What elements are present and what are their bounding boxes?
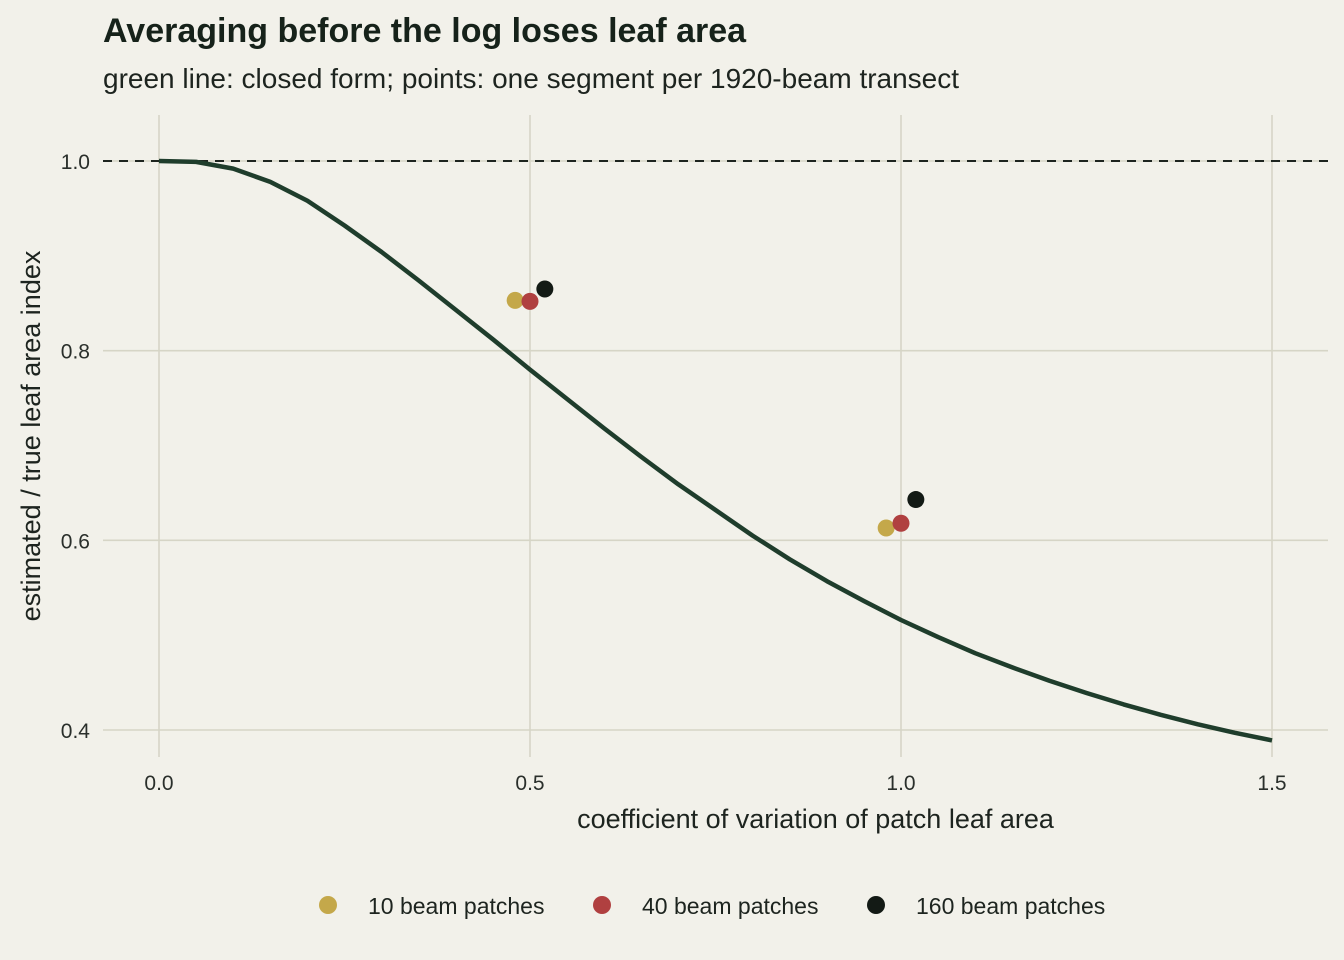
legend-marker — [593, 896, 611, 914]
x-axis-title: coefficient of variation of patch leaf a… — [577, 804, 1055, 834]
x-tick-label: 1.0 — [886, 772, 915, 795]
x-tick-label: 0.0 — [144, 772, 173, 795]
data-point — [536, 280, 554, 298]
y-axis-title: estimated / true leaf area index — [16, 250, 46, 621]
y-tick-label: 0.6 — [61, 530, 90, 553]
data-point — [521, 292, 539, 310]
y-tick-label: 0.4 — [61, 720, 91, 743]
data-point — [907, 491, 925, 509]
data-point — [506, 291, 524, 309]
data-point — [892, 514, 910, 532]
legend-marker — [867, 896, 885, 914]
data-point — [877, 519, 895, 537]
chart-title: Averaging before the log loses leaf area — [103, 12, 747, 50]
legend-label: 160 beam patches — [916, 893, 1105, 919]
x-tick-label: 0.5 — [515, 772, 544, 795]
closed-form-curve — [158, 158, 1273, 743]
legend-label: 40 beam patches — [642, 893, 818, 919]
legend-label: 10 beam patches — [368, 893, 544, 919]
chart-subtitle: green line: closed form; points: one seg… — [103, 63, 960, 94]
x-tick-label: 1.5 — [1257, 772, 1286, 795]
y-tick-label: 0.8 — [61, 341, 90, 364]
legend-marker — [319, 896, 337, 914]
y-tick-label: 1.0 — [61, 151, 90, 174]
